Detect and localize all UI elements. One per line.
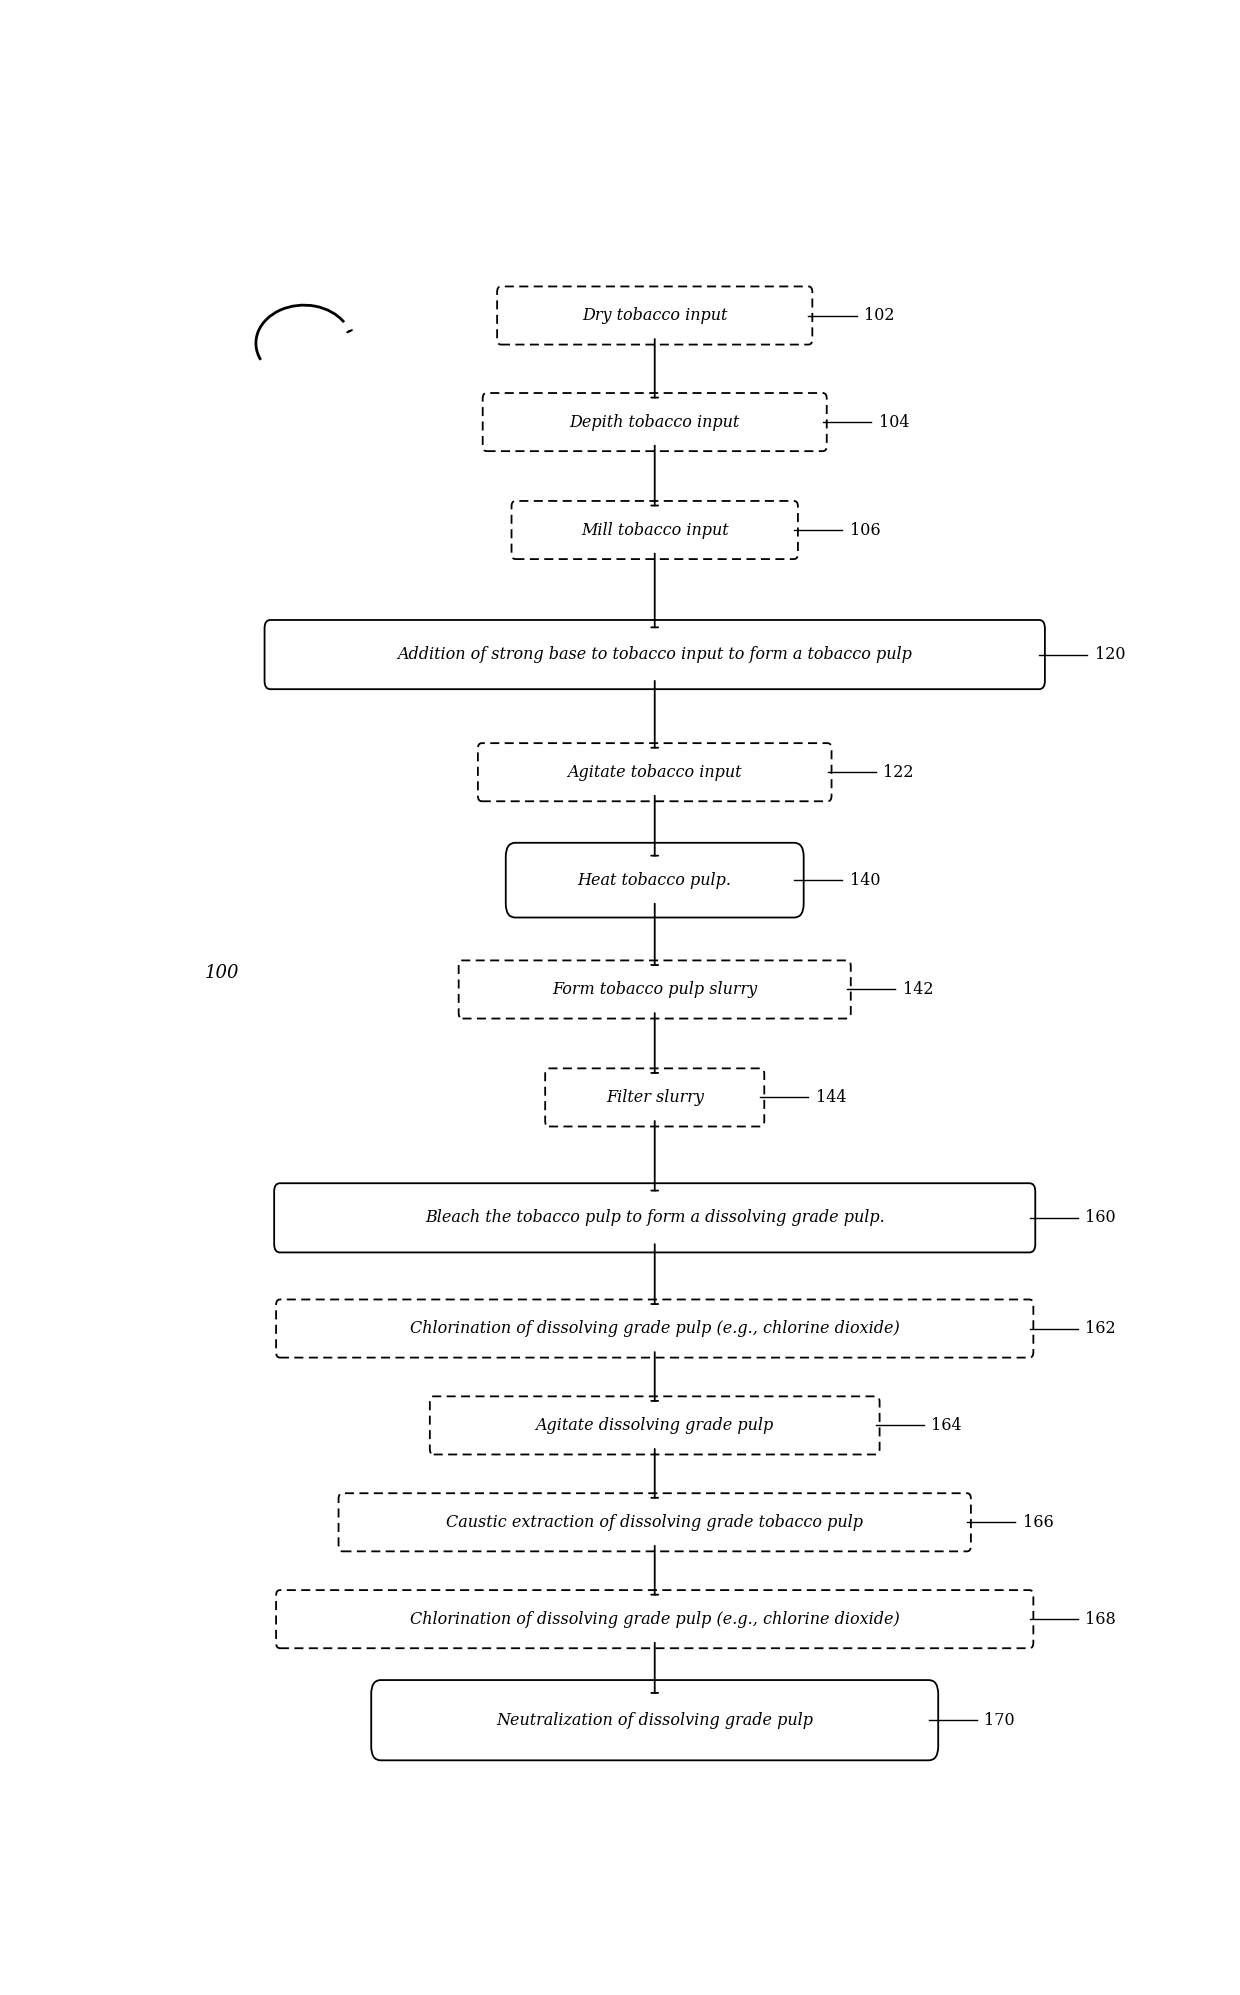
Text: Heat tobacco pulp.: Heat tobacco pulp. (578, 872, 732, 888)
Text: 144: 144 (816, 1089, 847, 1105)
Text: 102: 102 (864, 307, 895, 323)
FancyBboxPatch shape (506, 842, 804, 918)
Text: 104: 104 (879, 413, 909, 431)
Text: 160: 160 (1085, 1209, 1116, 1227)
Text: 170: 170 (985, 1712, 1016, 1730)
Text: 166: 166 (1023, 1514, 1054, 1530)
FancyBboxPatch shape (512, 501, 797, 559)
Text: Mill tobacco input: Mill tobacco input (580, 521, 729, 539)
Text: Chlorination of dissolving grade pulp (e.g., chlorine dioxide): Chlorination of dissolving grade pulp (e… (410, 1321, 899, 1337)
FancyBboxPatch shape (497, 287, 812, 345)
Text: Form tobacco pulp slurry: Form tobacco pulp slurry (552, 982, 758, 998)
Text: Caustic extraction of dissolving grade tobacco pulp: Caustic extraction of dissolving grade t… (446, 1514, 863, 1530)
Text: 168: 168 (1085, 1610, 1116, 1628)
Text: Neutralization of dissolving grade pulp: Neutralization of dissolving grade pulp (496, 1712, 813, 1730)
Text: 162: 162 (1085, 1321, 1116, 1337)
Text: Filter slurry: Filter slurry (606, 1089, 703, 1105)
Text: 140: 140 (849, 872, 880, 888)
FancyBboxPatch shape (274, 1183, 1035, 1253)
Text: 120: 120 (1095, 646, 1126, 662)
Text: Dry tobacco input: Dry tobacco input (582, 307, 728, 323)
Text: 142: 142 (903, 982, 934, 998)
FancyBboxPatch shape (277, 1590, 1033, 1648)
Text: 100: 100 (205, 964, 239, 982)
FancyBboxPatch shape (459, 960, 851, 1019)
Text: 106: 106 (849, 521, 880, 539)
Text: Agitate tobacco input: Agitate tobacco input (568, 764, 742, 780)
FancyBboxPatch shape (277, 1299, 1033, 1359)
FancyBboxPatch shape (477, 744, 832, 802)
Text: Agitate dissolving grade pulp: Agitate dissolving grade pulp (536, 1416, 774, 1434)
FancyBboxPatch shape (371, 1680, 939, 1760)
FancyBboxPatch shape (430, 1396, 879, 1454)
Text: 164: 164 (931, 1416, 962, 1434)
Text: Depith tobacco input: Depith tobacco input (569, 413, 740, 431)
Text: Chlorination of dissolving grade pulp (e.g., chlorine dioxide): Chlorination of dissolving grade pulp (e… (410, 1610, 899, 1628)
Text: Addition of strong base to tobacco input to form a tobacco pulp: Addition of strong base to tobacco input… (397, 646, 913, 662)
FancyBboxPatch shape (546, 1069, 764, 1127)
FancyBboxPatch shape (339, 1492, 971, 1552)
Text: Bleach the tobacco pulp to form a dissolving grade pulp.: Bleach the tobacco pulp to form a dissol… (425, 1209, 884, 1227)
Text: 122: 122 (883, 764, 914, 780)
FancyBboxPatch shape (264, 620, 1045, 688)
FancyBboxPatch shape (482, 393, 827, 451)
